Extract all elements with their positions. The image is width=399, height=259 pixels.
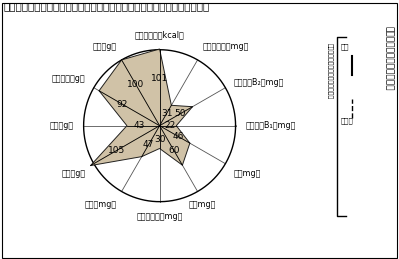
- Text: 43: 43: [134, 121, 145, 130]
- Polygon shape: [91, 49, 192, 166]
- Text: 燐（mg）: 燐（mg）: [189, 200, 216, 209]
- Text: 46: 46: [173, 132, 184, 141]
- Text: カルシウム（mg）: カルシウム（mg）: [136, 212, 183, 221]
- Text: ビタミンB₁（mg）: ビタミンB₁（mg）: [245, 121, 296, 130]
- Text: 水分（g）: 水分（g）: [93, 42, 117, 51]
- Text: エネルギー（kcal）: エネルギー（kcal）: [135, 31, 184, 40]
- Text: 30: 30: [154, 135, 165, 144]
- Text: 脂肪（g）: 脂肪（g）: [49, 121, 74, 130]
- Text: 60: 60: [168, 146, 180, 155]
- Text: ニコチン酸（mg）: ニコチン酸（mg）: [203, 42, 249, 51]
- Text: 47: 47: [143, 140, 154, 149]
- Text: たん白質（g）: たん白質（g）: [51, 74, 85, 83]
- Text: 100: 100: [127, 80, 145, 89]
- Text: （玄米中の成分を一〇〇とする）: （玄米中の成分を一〇〇とする）: [326, 43, 332, 99]
- Text: 鉄（mg）: 鉄（mg）: [234, 169, 261, 178]
- Text: 92: 92: [117, 99, 128, 109]
- Text: 31: 31: [161, 109, 173, 118]
- Text: 糖質（g）: 糖質（g）: [61, 169, 85, 178]
- Text: ごはんは分づき米にする（１分づき、３分づき、５分づきまでに留める）: ごはんは分づき米にする（１分づき、３分づき、５分づきまでに留める）: [4, 1, 210, 11]
- Text: 玄米と精白米の栄養価比較: 玄米と精白米の栄養価比較: [385, 26, 393, 90]
- Text: 105: 105: [108, 146, 125, 155]
- Text: 玄米: 玄米: [340, 43, 349, 50]
- Text: ビタミンB₂（mg）: ビタミンB₂（mg）: [234, 78, 284, 87]
- Text: 50: 50: [174, 109, 186, 118]
- Text: 精白米: 精白米: [340, 118, 353, 124]
- Text: 101: 101: [151, 74, 168, 83]
- Text: 22: 22: [164, 121, 176, 130]
- Text: 繊維（mg）: 繊維（mg）: [85, 200, 117, 209]
